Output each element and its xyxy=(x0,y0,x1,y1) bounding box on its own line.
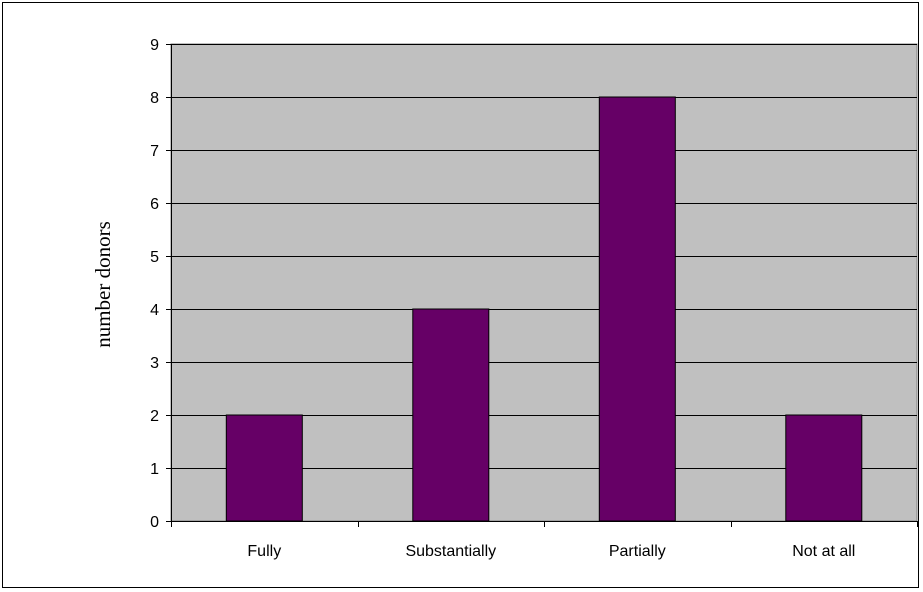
y-tick-label: 8 xyxy=(150,90,159,107)
x-axis-tick-labels: Fully Substantially Partially Not at all xyxy=(247,543,855,560)
bar-partially xyxy=(598,96,676,522)
y-tick-label: 6 xyxy=(150,196,159,213)
x-tick-label: Not at all xyxy=(792,543,855,560)
bars xyxy=(225,96,863,522)
x-tick-label: Substantially xyxy=(405,543,496,560)
y-tick-label: 7 xyxy=(150,143,159,160)
y-axis-title: number donors xyxy=(91,221,115,348)
y-tick-label: 9 xyxy=(150,37,159,54)
y-tick-label: 1 xyxy=(150,461,159,478)
x-tick-label: Fully xyxy=(247,543,281,560)
y-tick-label: 5 xyxy=(150,249,159,266)
x-axis-ticks xyxy=(171,521,918,527)
y-axis-ticks xyxy=(166,44,171,522)
x-tick-label: Partially xyxy=(609,543,666,560)
y-tick-label: 4 xyxy=(150,302,159,319)
y-axis-tick-labels: 0 1 2 3 4 5 6 7 8 9 xyxy=(150,37,159,531)
bar-not-at-all xyxy=(785,414,863,522)
bar-substantially xyxy=(412,308,490,522)
bar-fully xyxy=(225,414,303,522)
y-tick-label: 2 xyxy=(150,408,159,425)
y-tick-label: 0 xyxy=(150,514,159,531)
y-tick-label: 3 xyxy=(150,355,159,372)
